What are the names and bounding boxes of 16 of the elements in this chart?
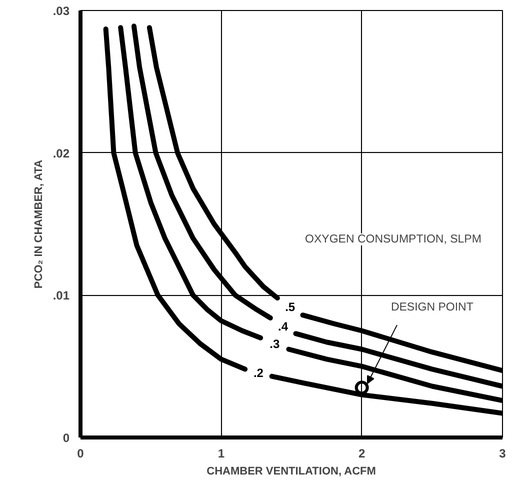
x-tick-label: 0 xyxy=(77,446,84,460)
y-tick-label: 0 xyxy=(62,431,70,445)
y-tick-label: .01 xyxy=(52,288,70,303)
x-tick-label: 2 xyxy=(358,446,366,460)
series-label: .2 xyxy=(253,366,264,380)
series-label: .4 xyxy=(278,319,288,334)
x-axis-title: CHAMBER VENTILATION, ACFM xyxy=(206,466,376,478)
x-tick-label: 1 xyxy=(218,446,225,460)
x-tick-label: 3 xyxy=(499,446,506,460)
y-tick-label: .03 xyxy=(52,4,70,18)
series-label: .5 xyxy=(285,300,296,314)
y-axis-title: PCO₂ IN CHAMBER, ATA xyxy=(32,160,45,289)
y-tick-label: .02 xyxy=(52,146,70,160)
annotation: DESIGN POINT xyxy=(390,302,474,314)
legend-title: OXYGEN CONSUMPTION, SLPM xyxy=(305,233,482,246)
series-label: .3 xyxy=(270,337,280,352)
